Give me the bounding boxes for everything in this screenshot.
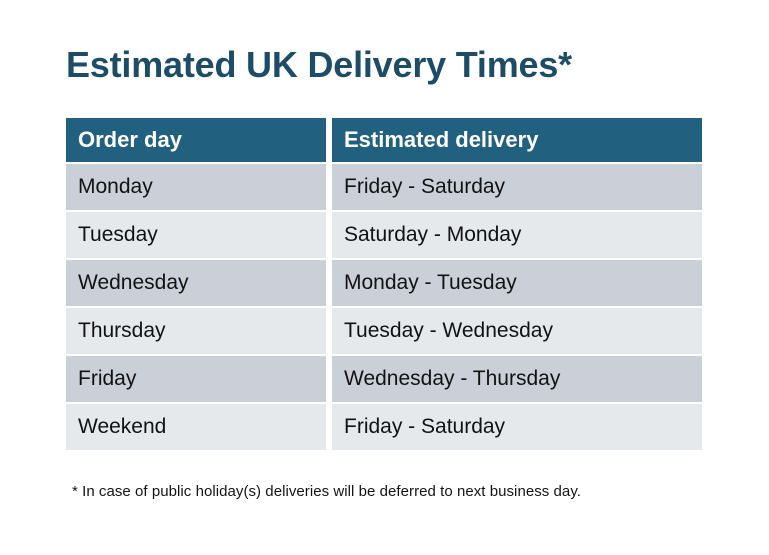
cell-order-day: Wednesday <box>66 260 326 306</box>
cell-order-day: Monday <box>66 164 326 210</box>
cell-order-day: Weekend <box>66 404 326 450</box>
cell-estimated-delivery: Saturday - Monday <box>332 212 702 258</box>
table-header-row: Order day Estimated delivery <box>66 118 702 162</box>
cell-estimated-delivery: Wednesday - Thursday <box>332 356 702 402</box>
cell-estimated-delivery: Friday - Saturday <box>332 404 702 450</box>
footnote-text: * In case of public holiday(s) deliverie… <box>72 483 581 500</box>
table-row: Friday Wednesday - Thursday <box>66 356 702 402</box>
table-row: Weekend Friday - Saturday <box>66 404 702 450</box>
table-row: Wednesday Monday - Tuesday <box>66 260 702 306</box>
page-title: Estimated UK Delivery Times* <box>66 44 572 85</box>
delivery-times-table: Order day Estimated delivery Monday Frid… <box>66 118 702 452</box>
column-header-order-day: Order day <box>66 118 326 162</box>
table-row: Tuesday Saturday - Monday <box>66 212 702 258</box>
cell-order-day: Tuesday <box>66 212 326 258</box>
cell-order-day: Thursday <box>66 308 326 354</box>
cell-estimated-delivery: Friday - Saturday <box>332 164 702 210</box>
table-row: Monday Friday - Saturday <box>66 164 702 210</box>
cell-order-day: Friday <box>66 356 326 402</box>
column-header-estimated-delivery: Estimated delivery <box>332 118 702 162</box>
cell-estimated-delivery: Monday - Tuesday <box>332 260 702 306</box>
cell-estimated-delivery: Tuesday - Wednesday <box>332 308 702 354</box>
table-row: Thursday Tuesday - Wednesday <box>66 308 702 354</box>
